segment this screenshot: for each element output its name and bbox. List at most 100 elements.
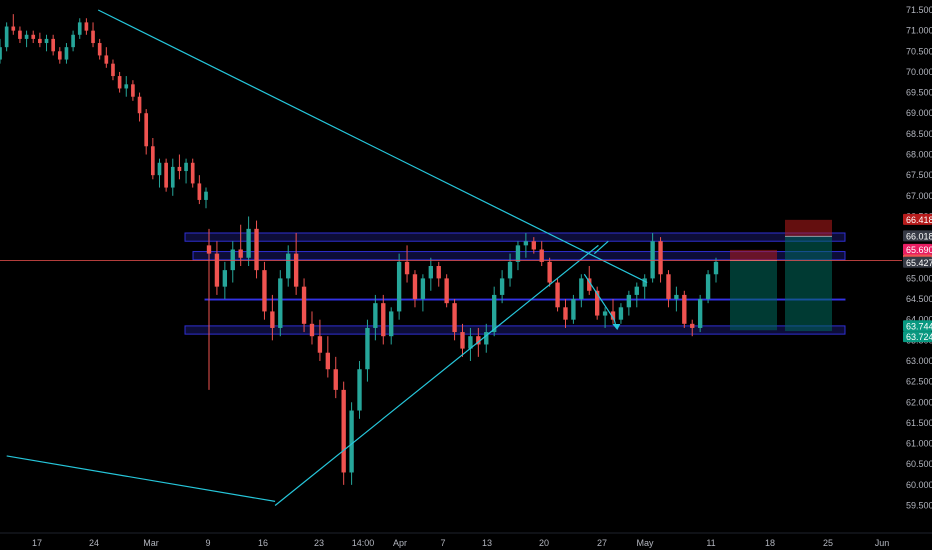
candle	[137, 92, 142, 122]
price-tick-label: 69.500	[906, 88, 932, 98]
candle-body	[97, 43, 102, 56]
candle-body	[373, 303, 378, 328]
candle-body	[381, 303, 386, 337]
price-tick-label: 65.000	[906, 273, 932, 283]
candle-body	[137, 96, 142, 114]
candle-body	[184, 162, 188, 172]
price-tick-label: 67.000	[906, 191, 932, 201]
candle	[602, 307, 608, 328]
price-label-bg	[903, 320, 932, 332]
candle-body	[57, 51, 62, 60]
candle-body	[690, 323, 695, 328]
candle-body	[24, 34, 29, 39]
price-label-text: 66.018	[906, 231, 932, 241]
candle	[357, 360, 362, 419]
candle	[91, 22, 95, 48]
price-label-text: 63.724	[906, 332, 932, 342]
price-tick-label: 71.500	[906, 5, 932, 15]
candle	[412, 270, 418, 308]
candle	[444, 274, 449, 308]
candle	[131, 80, 135, 101]
candle	[197, 175, 202, 205]
price-label-bg	[903, 256, 932, 268]
candle	[381, 294, 386, 345]
candle-body	[515, 245, 521, 262]
price-label-bg	[903, 230, 932, 242]
candle-body	[492, 294, 497, 333]
candle-body	[286, 253, 291, 279]
price-tick-label: 61.500	[906, 418, 932, 428]
candle	[587, 266, 592, 295]
candle-body	[594, 290, 600, 316]
price-label-text: 63.744	[906, 321, 932, 331]
candle	[164, 158, 168, 192]
time-tick-label: 24	[89, 538, 99, 548]
candle	[71, 30, 75, 52]
candle-body	[309, 323, 315, 337]
candle	[286, 245, 291, 287]
candle-body	[555, 282, 560, 308]
candle	[428, 257, 433, 291]
price-tick-label: 62.000	[906, 397, 932, 407]
candle-body	[131, 84, 135, 97]
candle	[238, 224, 243, 267]
price-tick-label: 68.500	[906, 129, 932, 139]
price-label-text: 66.418	[906, 215, 932, 225]
candle-body	[642, 278, 647, 287]
price-label-bg	[903, 331, 932, 343]
price-tick-label: 68.000	[906, 150, 932, 160]
price-tick-label: 69.000	[906, 108, 932, 118]
candle-body	[170, 166, 175, 188]
candle	[666, 270, 671, 308]
candle-body	[91, 30, 95, 44]
candle	[246, 216, 251, 267]
candle-body	[0, 47, 2, 60]
candle-body	[270, 311, 275, 328]
candle-body	[436, 266, 441, 279]
trendline-1	[274, 244, 599, 506]
price-tick-label: 70.500	[906, 46, 932, 56]
candle	[204, 187, 208, 209]
candle	[222, 261, 228, 300]
time-tick-label: 25	[823, 538, 833, 548]
candle-body	[238, 249, 243, 258]
candle	[436, 261, 441, 287]
candle	[144, 109, 149, 155]
candle	[492, 286, 497, 337]
candle	[4, 22, 9, 52]
candle	[184, 158, 188, 184]
position-1-target-zone	[785, 236, 832, 332]
candle	[507, 253, 513, 287]
candle	[262, 261, 267, 320]
candle-body	[428, 266, 433, 279]
price-label: 65.690	[903, 243, 932, 255]
position-0-target-zone	[730, 260, 777, 331]
candle-body	[317, 336, 323, 353]
candle-body	[404, 261, 410, 275]
time-tick-label: Jun	[875, 538, 890, 548]
candle	[634, 282, 639, 308]
candle-body	[618, 307, 624, 320]
candle	[571, 294, 576, 324]
price-label-text: 65.690	[906, 245, 932, 255]
price-label-bg	[903, 213, 932, 225]
candle	[230, 241, 235, 283]
candle-body	[341, 389, 346, 473]
candle-body	[104, 55, 109, 64]
candle-body	[412, 274, 418, 300]
candle	[293, 232, 299, 295]
candle-body	[666, 274, 671, 300]
candle	[77, 18, 82, 39]
candle	[594, 286, 600, 320]
candle-body	[626, 294, 632, 308]
candle	[84, 18, 89, 35]
candle-body	[333, 369, 338, 390]
candle-body	[658, 241, 663, 275]
candle	[658, 237, 663, 283]
price-tick-label: 61.000	[906, 439, 932, 449]
time-tick-label: 18	[765, 538, 775, 548]
time-tick-label: 13	[482, 538, 492, 548]
price-tick-label: 64.500	[906, 294, 932, 304]
candle	[713, 257, 719, 283]
